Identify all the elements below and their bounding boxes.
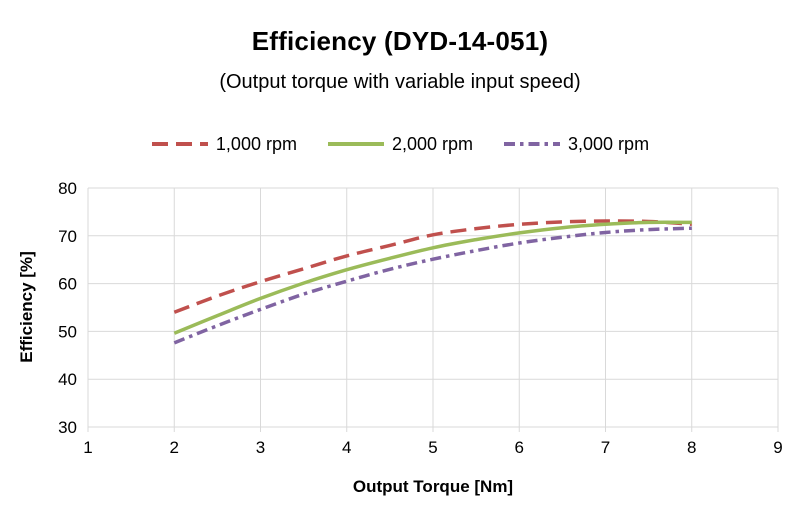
x-tick-label: 8 bbox=[687, 438, 696, 457]
series-line-1000rpm bbox=[173, 219, 692, 314]
legend-line-dashdot-icon bbox=[503, 136, 561, 154]
legend-item-3000rpm: 3,000 rpm bbox=[503, 134, 649, 155]
series-line-2000rpm bbox=[173, 220, 692, 335]
series-line-3000rpm bbox=[173, 226, 692, 345]
y-tick-label: 60 bbox=[58, 275, 77, 294]
y-tick-label: 50 bbox=[58, 322, 77, 341]
x-tick-label: 7 bbox=[601, 438, 610, 457]
legend-line-solid-icon bbox=[327, 136, 385, 154]
x-tick-label: 4 bbox=[342, 438, 351, 457]
y-axis-title: Efficiency [%] bbox=[17, 251, 36, 363]
x-tick-label: 6 bbox=[515, 438, 524, 457]
legend-label: 1,000 rpm bbox=[215, 134, 297, 154]
legend-label: 2,000 rpm bbox=[391, 134, 474, 154]
y-tick-label: 80 bbox=[58, 179, 77, 198]
x-tick-label: 9 bbox=[773, 438, 782, 457]
x-tick-label: 3 bbox=[256, 438, 265, 457]
legend-label: 3,000 rpm bbox=[568, 134, 650, 154]
y-tick-label: 30 bbox=[58, 418, 77, 437]
chart-title: Efficiency (DYD-14-051) bbox=[251, 26, 549, 56]
legend-item-1000rpm: 1,000 rpm bbox=[151, 134, 297, 155]
x-tick-label: 5 bbox=[428, 438, 437, 457]
x-axis-title: Output Torque [Nm] bbox=[352, 477, 514, 496]
legend: 1,000 rpm 2,000 rpm 3,000 rpm bbox=[0, 134, 800, 155]
y-tick-label: 40 bbox=[58, 370, 77, 389]
y-tick-label: 70 bbox=[58, 227, 77, 246]
x-tick-label: 2 bbox=[170, 438, 179, 457]
legend-item-2000rpm: 2,000 rpm bbox=[327, 134, 473, 155]
chart-subtitle: (Output torque with variable input speed… bbox=[219, 71, 581, 93]
legend-line-dashed-icon bbox=[151, 136, 209, 154]
x-tick-label: 1 bbox=[83, 438, 92, 457]
